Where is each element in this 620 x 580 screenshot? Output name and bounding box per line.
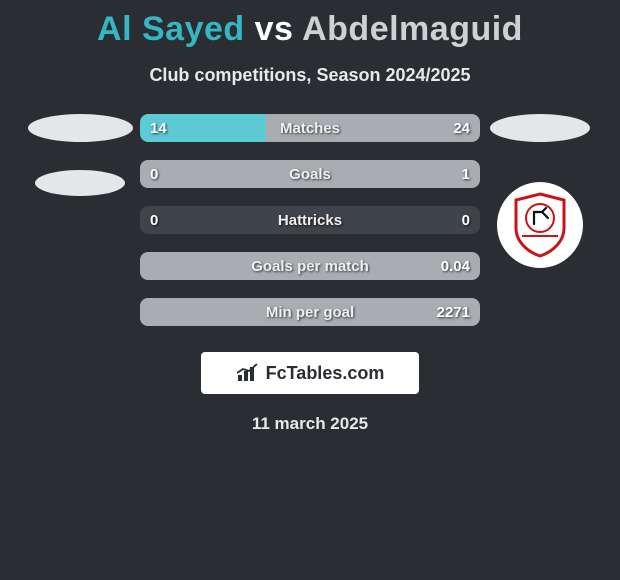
- stat-value-right: 0.04: [441, 258, 470, 275]
- stat-value-right: 24: [453, 120, 470, 137]
- player-right-name: Abdelmaguid: [302, 10, 523, 48]
- stat-row: Goals per match0.04: [140, 252, 480, 280]
- club-badge: [497, 182, 583, 268]
- club-placeholder-icon: [35, 170, 125, 196]
- brand-text: FcTables.com: [266, 363, 385, 384]
- stat-row: 0Goals1: [140, 160, 480, 188]
- stat-label: Hattricks: [140, 212, 480, 229]
- player-left-name: Al Sayed: [97, 10, 245, 48]
- avatar-placeholder-icon: [28, 114, 133, 142]
- right-player-column: [480, 114, 600, 268]
- brand-badge: FcTables.com: [201, 352, 419, 394]
- stat-value-right: 1: [462, 166, 470, 183]
- stat-label: Goals: [140, 166, 480, 183]
- stat-label: Min per goal: [140, 304, 480, 321]
- left-player-column: [20, 114, 140, 224]
- avatar-placeholder-icon: [490, 114, 590, 142]
- stat-label: Goals per match: [140, 258, 480, 275]
- date-label: 11 march 2025: [0, 414, 620, 434]
- chart-icon: [236, 363, 260, 383]
- stat-row: 0Hattricks0: [140, 206, 480, 234]
- stat-value-right: 0: [462, 212, 470, 229]
- stat-label: Matches: [140, 120, 480, 137]
- page-title: Al Sayed vs Abdelmaguid: [0, 10, 620, 49]
- stats-panel: 14Matches240Goals10Hattricks0Goals per m…: [140, 114, 480, 326]
- stat-value-right: 2271: [437, 304, 470, 321]
- shield-icon: [512, 192, 568, 258]
- subtitle: Club competitions, Season 2024/2025: [0, 65, 620, 86]
- title-vs: vs: [245, 10, 302, 48]
- stat-row: Min per goal2271: [140, 298, 480, 326]
- stat-row: 14Matches24: [140, 114, 480, 142]
